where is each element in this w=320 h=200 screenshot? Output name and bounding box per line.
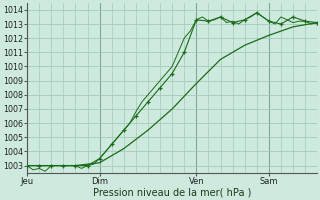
X-axis label: Pression niveau de la mer( hPa ): Pression niveau de la mer( hPa ) bbox=[93, 187, 251, 197]
